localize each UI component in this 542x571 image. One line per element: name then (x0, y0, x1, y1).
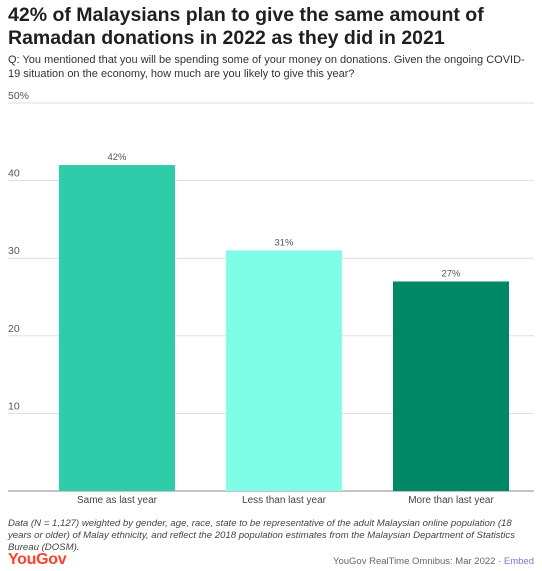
category-label: Same as last year (77, 495, 158, 506)
bar-value-label: 31% (274, 237, 294, 248)
bar-value-label: 42% (107, 152, 127, 163)
bar[interactable] (393, 281, 509, 491)
source-text: YouGov RealTime Omnibus: Mar 2022 · (332, 556, 504, 567)
bar-chart: 10 20 30 40 50% 42% Same as last year 31% Less … (8, 90, 534, 506)
y-tick-label: 10 (8, 400, 20, 412)
yougov-logo: YouGov (8, 551, 67, 568)
bar[interactable] (226, 250, 342, 491)
category-label: More than last year (408, 495, 494, 506)
category-label: Less than last year (242, 495, 327, 506)
y-tick-label: 50% (8, 90, 29, 102)
chart-title: 42% of Malaysians plan to give the same … (8, 4, 484, 49)
source-note: YouGov RealTime Omnibus: Mar 2022 · Embe… (333, 556, 534, 567)
bar-value-label: 27% (441, 268, 461, 279)
bar[interactable] (59, 165, 175, 491)
survey-question: Q: You mentioned that you will be spendi… (8, 54, 525, 80)
y-tick-label: 20 (8, 323, 20, 335)
y-tick-label: 40 (8, 168, 20, 180)
embed-link[interactable]: Embed (503, 556, 534, 567)
y-tick-label: 30 (8, 245, 20, 257)
data-footnote: Data (N = 1,127) weighted by gender, age… (8, 518, 515, 553)
